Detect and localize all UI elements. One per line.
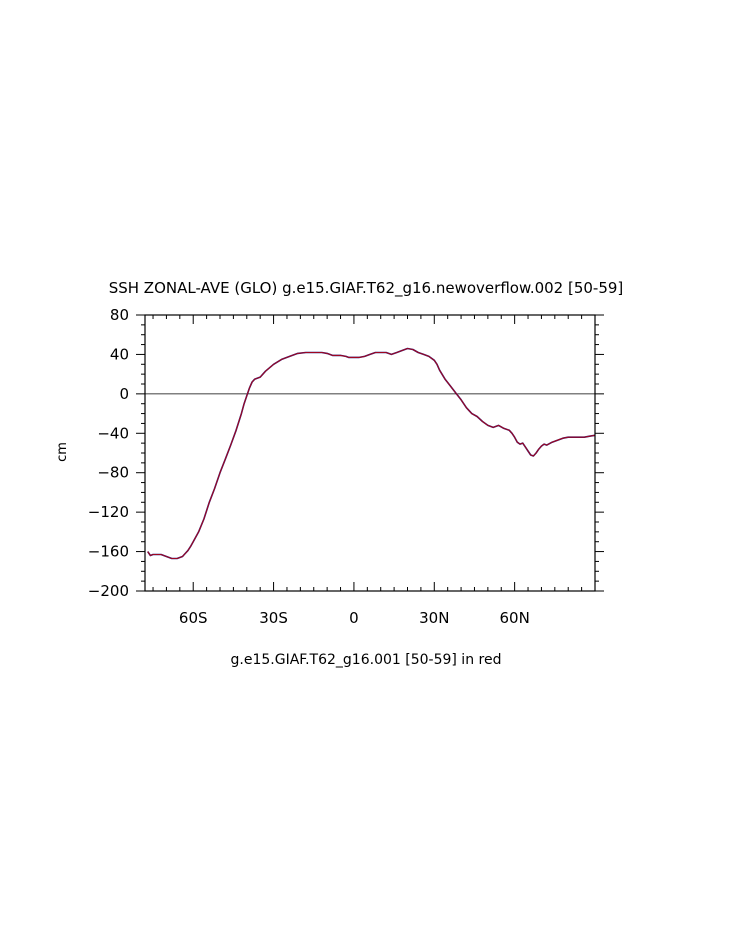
y-tick-label: −80 [97, 464, 129, 482]
x-tick-label: 30S [259, 609, 288, 627]
y-tick-label: 80 [110, 306, 129, 324]
series-line-2 [147, 347, 596, 560]
x-tick-label: 60S [179, 609, 208, 627]
x-tick-label: 0 [349, 609, 359, 627]
chart-title: SSH ZONAL-AVE (GLO) g.e15.GIAF.T62_g16.n… [109, 279, 624, 298]
y-tick-label: 40 [110, 345, 129, 363]
plot-area: 60S 30S 0 30N 60N 80 40 0 −40 −80 −120 −160 −200 [88, 306, 604, 627]
ticks-group: 60S 30S 0 30N 60N 80 40 0 −40 −80 −120 −160 −200 [88, 306, 604, 627]
plot-frame [144, 314, 596, 592]
x-tick-label: 30N [419, 609, 449, 627]
y-tick-label: −160 [88, 543, 129, 561]
x-tick-label: 60N [499, 609, 529, 627]
y-tick-label: −200 [88, 582, 129, 600]
series-line-1 [147, 347, 596, 560]
series-group [147, 347, 596, 560]
chart-subtitle: g.e15.GIAF.T62_g16.001 [50-59] in red [231, 652, 502, 668]
y-tick-label: −120 [88, 503, 129, 521]
y-tick-label: −40 [97, 424, 129, 442]
y-axis-label: cm [55, 442, 70, 462]
y-tick-label: 0 [119, 385, 129, 403]
